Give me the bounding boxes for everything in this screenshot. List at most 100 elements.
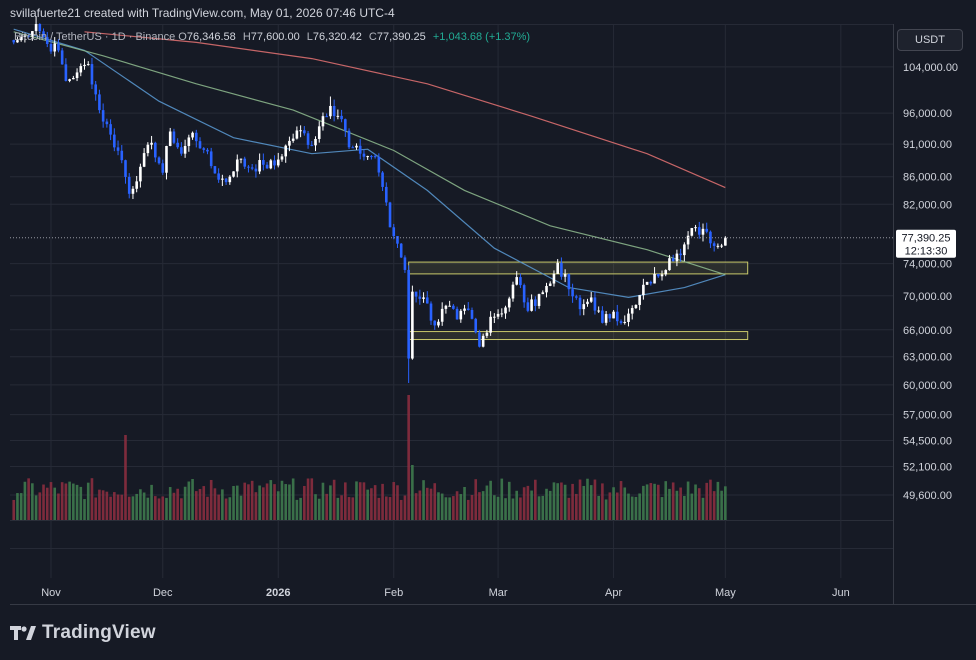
time-tick-label: Feb xyxy=(384,587,403,599)
candle-body xyxy=(157,157,161,164)
volume-bar xyxy=(127,496,131,520)
volume-bar xyxy=(623,487,627,520)
volume-bar xyxy=(64,483,68,520)
volume-bar xyxy=(321,482,325,520)
candle-body xyxy=(23,35,27,37)
candle-body xyxy=(217,173,220,180)
price-zone xyxy=(408,261,749,275)
candle-body xyxy=(202,148,206,150)
price-tick-label: 74,000.00 xyxy=(903,259,952,271)
candle-body xyxy=(493,316,496,318)
candle-body xyxy=(560,262,563,277)
candle-body xyxy=(254,168,258,172)
volume-bar xyxy=(90,478,94,520)
open-label: O xyxy=(178,31,187,43)
candle-body xyxy=(500,313,504,315)
volume-bar xyxy=(437,492,440,520)
candle-body xyxy=(638,295,641,305)
axes: 104,000.00 96,000.00 91,000.00 86,000.00 82,… xyxy=(41,62,958,599)
volume-bar xyxy=(310,478,314,520)
candle-body xyxy=(280,156,284,160)
volume-bar xyxy=(217,494,220,520)
candle-body xyxy=(191,132,194,138)
volume-bar xyxy=(563,484,567,520)
candle-body xyxy=(414,291,418,297)
volume-bar xyxy=(306,478,310,520)
volume-bar xyxy=(407,395,410,520)
tradingview-logo[interactable]: TradingView xyxy=(10,622,156,644)
candle-body xyxy=(105,121,109,125)
volume-bar xyxy=(250,480,254,520)
volume-bar xyxy=(239,495,243,520)
attribution-text: svillafuerte21 created with TradingView.… xyxy=(10,6,395,20)
volume-bar xyxy=(537,496,541,520)
candle-body xyxy=(228,176,232,183)
volume-bar xyxy=(399,499,403,520)
volume-bar xyxy=(139,489,142,520)
candle-body xyxy=(332,105,336,117)
volume-bar xyxy=(86,482,90,520)
symbol-legend: Bitcoin / TetherUS · 1D · Binance O76,34… xyxy=(14,31,530,43)
volume-bar xyxy=(209,479,213,520)
volume-bar xyxy=(366,489,369,520)
volume-bar xyxy=(317,498,321,520)
volume-bar xyxy=(694,484,697,520)
volume-bar xyxy=(567,497,571,520)
currency-selector[interactable]: USDT xyxy=(897,29,963,51)
price-tick-label: 91,000.00 xyxy=(903,139,952,151)
volume-bar xyxy=(291,478,295,520)
candle-body xyxy=(530,299,533,311)
candle-body xyxy=(224,178,228,183)
low-value: 76,320.42 xyxy=(312,31,362,43)
volume-bar xyxy=(425,487,429,520)
volume-bar xyxy=(716,481,720,520)
candle-body xyxy=(340,115,343,120)
current-price-badge xyxy=(896,229,956,258)
candle-body xyxy=(336,115,340,117)
volume-bar xyxy=(113,492,116,520)
candle-body xyxy=(604,314,608,323)
candle-body xyxy=(716,245,720,247)
volume-bar xyxy=(571,483,574,520)
volume-bars xyxy=(12,395,727,520)
volume-bar xyxy=(303,485,306,520)
time-tick-label: Apr xyxy=(605,587,622,599)
volume-bar xyxy=(187,481,191,520)
candle-body xyxy=(295,130,299,139)
volume-bar xyxy=(608,492,612,520)
volume-bar xyxy=(630,496,634,520)
volume-bar xyxy=(519,497,522,520)
volume-bar xyxy=(131,496,135,520)
candle-body xyxy=(466,308,470,310)
candle-body xyxy=(247,166,250,168)
candle-body xyxy=(437,321,440,326)
symbol-name[interactable]: Bitcoin / TetherUS · 1D · Binance xyxy=(14,31,176,43)
volume-bar xyxy=(589,485,593,520)
candle-body xyxy=(567,274,571,290)
volume-bar xyxy=(675,490,679,520)
candle-body xyxy=(425,297,429,304)
volume-bar xyxy=(94,497,97,520)
candle-body xyxy=(258,160,261,172)
price-tick-label: 82,000.00 xyxy=(903,199,952,211)
candle-body xyxy=(288,140,291,146)
candle-body xyxy=(232,171,235,177)
time-tick-label: 2026 xyxy=(266,587,290,599)
volume-bar xyxy=(280,480,284,520)
volume-bar xyxy=(38,492,42,520)
candle-body xyxy=(53,43,57,52)
volume-bar xyxy=(712,491,716,520)
volume-bar xyxy=(411,465,414,520)
volume-bar xyxy=(671,482,675,520)
candle-body xyxy=(284,145,288,157)
candle-body xyxy=(72,78,75,80)
candle-body xyxy=(344,119,347,131)
volume-bar xyxy=(232,485,235,520)
candle-body xyxy=(45,37,49,44)
candle-body xyxy=(269,160,273,169)
volume-bar xyxy=(45,487,49,520)
candle-body xyxy=(470,309,474,319)
candle-body xyxy=(589,297,593,302)
volume-bar xyxy=(470,494,474,520)
